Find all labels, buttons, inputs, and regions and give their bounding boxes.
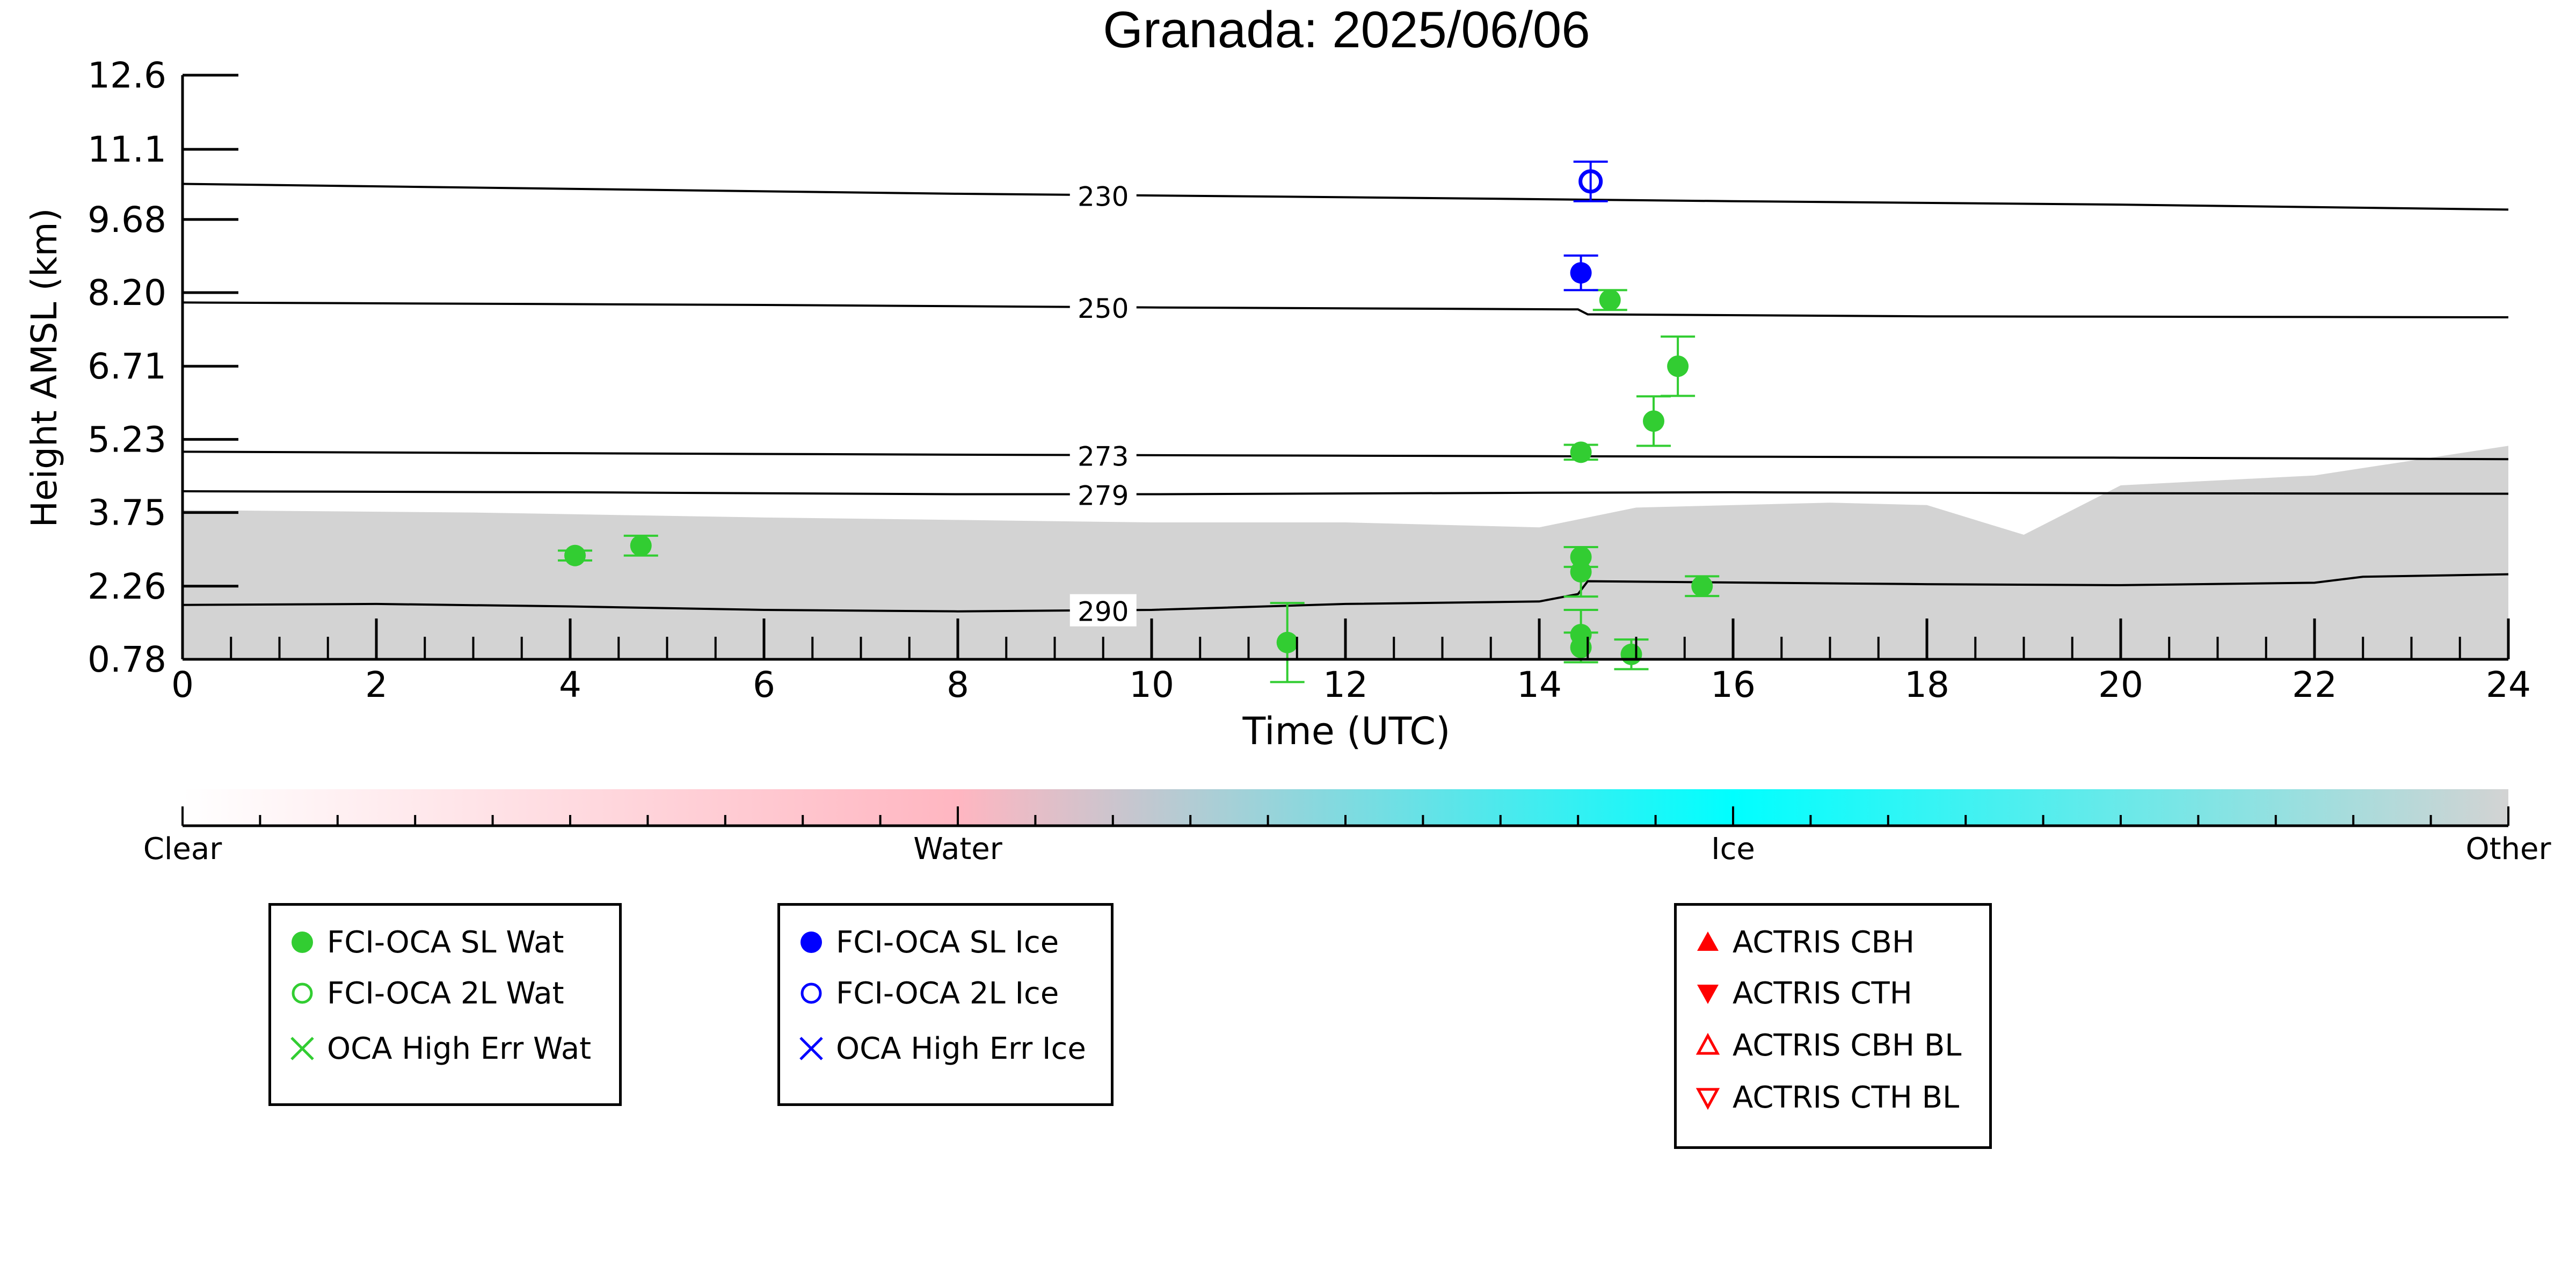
x-axis-label: Time (UTC) bbox=[1242, 709, 1451, 753]
legend-water: FCI-OCA SL Wat FCI-OCA 2L Wat OCA High E… bbox=[268, 903, 622, 1106]
x-tick-label: 24 bbox=[2486, 664, 2531, 705]
data-point bbox=[1599, 289, 1621, 311]
data-point bbox=[1620, 643, 1642, 665]
y-tick-label: 9.68 bbox=[88, 199, 166, 241]
legend-label: FCI-OCA SL Ice bbox=[836, 925, 1059, 960]
isotherm-label: 290 bbox=[1078, 596, 1129, 628]
filled-circle-green-icon bbox=[292, 932, 313, 953]
data-point bbox=[1570, 636, 1592, 658]
isotherm-label-bg bbox=[1069, 478, 1137, 511]
x-tick-label: 18 bbox=[1904, 664, 1949, 705]
data-point bbox=[564, 544, 586, 566]
x-tick-label: 2 bbox=[365, 664, 388, 705]
x-tick-label: 4 bbox=[559, 664, 581, 705]
colorbar-label: Ice bbox=[1711, 832, 1755, 867]
x-tick-label: 22 bbox=[2292, 664, 2337, 705]
legend-label: OCA High Err Wat bbox=[327, 1031, 592, 1066]
x-tick-label: 10 bbox=[1129, 664, 1174, 705]
y-tick-label: 6.71 bbox=[88, 346, 166, 387]
isotherm-label: 279 bbox=[1078, 481, 1129, 512]
legend-item-sl-ice: FCI-OCA SL Ice bbox=[796, 925, 1059, 960]
isotherm-label-bg bbox=[1069, 439, 1137, 471]
data-point bbox=[1578, 169, 1603, 194]
data-point bbox=[1276, 631, 1298, 653]
open-triangle-down-red-icon bbox=[1695, 1088, 1720, 1110]
x-tick-label: 12 bbox=[1323, 664, 1368, 705]
legend-label: ACTRIS CTH BL bbox=[1733, 1080, 1960, 1115]
filled-circle-blue-icon bbox=[801, 932, 822, 953]
legend-label: FCI-OCA 2L Ice bbox=[836, 976, 1059, 1011]
legend-label: FCI-OCA SL Wat bbox=[327, 925, 564, 960]
open-circle-green-icon bbox=[292, 983, 313, 1004]
isotherm-label-bg bbox=[1069, 594, 1137, 627]
cross-green-icon bbox=[290, 1037, 314, 1060]
open-circle-blue-icon bbox=[801, 983, 822, 1004]
x-tick-label: 20 bbox=[2098, 664, 2143, 705]
legend-item-cbh: ACTRIS CBH bbox=[1693, 925, 1915, 960]
colorbar-label: Other bbox=[2465, 832, 2551, 867]
colorbar-label: Water bbox=[913, 832, 1003, 867]
data-point bbox=[1642, 410, 1664, 432]
colorbar-label: Clear bbox=[143, 832, 222, 867]
legend-item-2l-wat: FCI-OCA 2L Wat bbox=[287, 976, 564, 1011]
isotherm-label: 250 bbox=[1078, 293, 1129, 324]
isotherm-label: 230 bbox=[1078, 181, 1129, 212]
data-point bbox=[1667, 355, 1689, 377]
axes: 0 2 4 6 8 10 12 14 16 18 20 22 240.782.263.755.236.7… bbox=[88, 55, 2531, 705]
x-tick-label: 0 bbox=[171, 664, 194, 705]
plot-area: 230 250 273 279 290 bbox=[182, 161, 2509, 683]
legend-item-2l-ice: FCI-OCA 2L Ice bbox=[796, 976, 1059, 1011]
x-tick-label: 16 bbox=[1711, 664, 1756, 705]
data-point bbox=[1570, 441, 1592, 463]
isotherm-line-273 bbox=[182, 450, 2509, 461]
y-tick-label: 5.23 bbox=[88, 419, 166, 460]
legend-label: ACTRIS CTH bbox=[1733, 976, 1912, 1011]
legend-actris: ACTRIS CBH ACTRIS CTH ACTRIS CBH BL ACTR… bbox=[1674, 903, 1992, 1149]
data-point bbox=[630, 535, 652, 557]
isotherm-line-230 bbox=[182, 183, 2509, 211]
legend-ice: FCI-OCA SL Ice FCI-OCA 2L Ice OCA High E… bbox=[777, 903, 1114, 1106]
isotherm-label-bg bbox=[1069, 179, 1137, 212]
y-tick-label: 12.6 bbox=[88, 55, 166, 96]
colorbar: Clear Water Ice Other bbox=[143, 789, 2551, 867]
y-tick-label: 3.75 bbox=[88, 492, 166, 534]
legend-item-cth-bl: ACTRIS CTH BL bbox=[1693, 1080, 1960, 1115]
y-tick-label: 8.20 bbox=[88, 272, 166, 314]
isotherm-line-279 bbox=[182, 490, 2509, 496]
isotherm-line-250 bbox=[182, 301, 2509, 319]
legend-label: ACTRIS CBH BL bbox=[1733, 1028, 1962, 1063]
data-point bbox=[1570, 561, 1592, 583]
isotherm-label: 273 bbox=[1078, 441, 1129, 472]
legend-label: OCA High Err Ice bbox=[836, 1031, 1086, 1066]
legend-label: FCI-OCA 2L Wat bbox=[327, 976, 564, 1011]
legend-item-cbh-bl: ACTRIS CBH BL bbox=[1693, 1028, 1962, 1063]
other-field-area bbox=[183, 446, 2508, 659]
y-axis-label: Height AMSL (km) bbox=[24, 208, 65, 528]
legend-item-high-err-ice: OCA High Err Ice bbox=[796, 1031, 1086, 1066]
triangle-down-red-icon bbox=[1697, 985, 1719, 1004]
legend-item-high-err-wat: OCA High Err Wat bbox=[287, 1031, 592, 1066]
y-tick-label: 0.78 bbox=[88, 639, 166, 680]
x-tick-label: 8 bbox=[947, 664, 969, 705]
data-point bbox=[1570, 262, 1592, 284]
chart-title: Granada: 2025/06/06 bbox=[1103, 1, 1590, 59]
legend-item-sl-wat: FCI-OCA SL Wat bbox=[287, 925, 564, 960]
y-tick-label: 11.1 bbox=[88, 129, 166, 170]
isotherm-line-290 bbox=[182, 573, 2509, 613]
data-point bbox=[1691, 575, 1713, 597]
triangle-up-red-icon bbox=[1697, 932, 1719, 951]
legend-item-cth: ACTRIS CTH bbox=[1693, 976, 1912, 1011]
isotherm-label-bg bbox=[1069, 291, 1137, 324]
open-triangle-up-red-icon bbox=[1695, 1032, 1720, 1055]
cross-blue-icon bbox=[799, 1037, 823, 1060]
x-tick-label: 6 bbox=[753, 664, 775, 705]
y-tick-label: 2.26 bbox=[88, 566, 166, 607]
legend-label: ACTRIS CBH bbox=[1733, 925, 1915, 960]
x-tick-label: 14 bbox=[1517, 664, 1562, 705]
